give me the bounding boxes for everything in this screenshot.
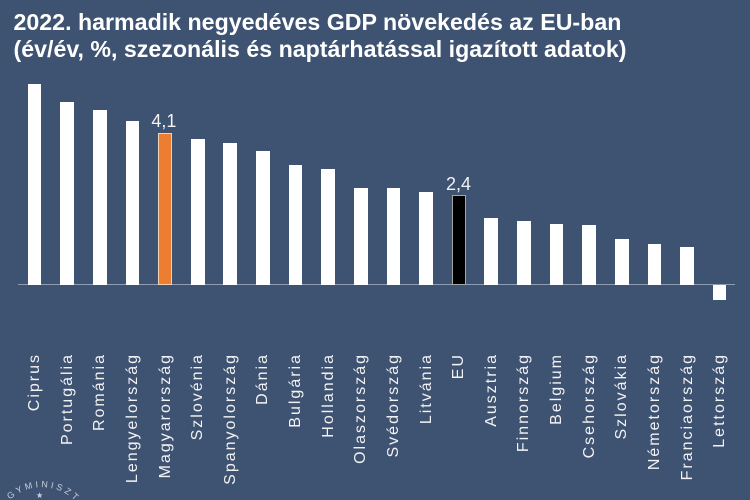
svg-text:GYMINISZT: GYMINISZT: [5, 479, 83, 500]
